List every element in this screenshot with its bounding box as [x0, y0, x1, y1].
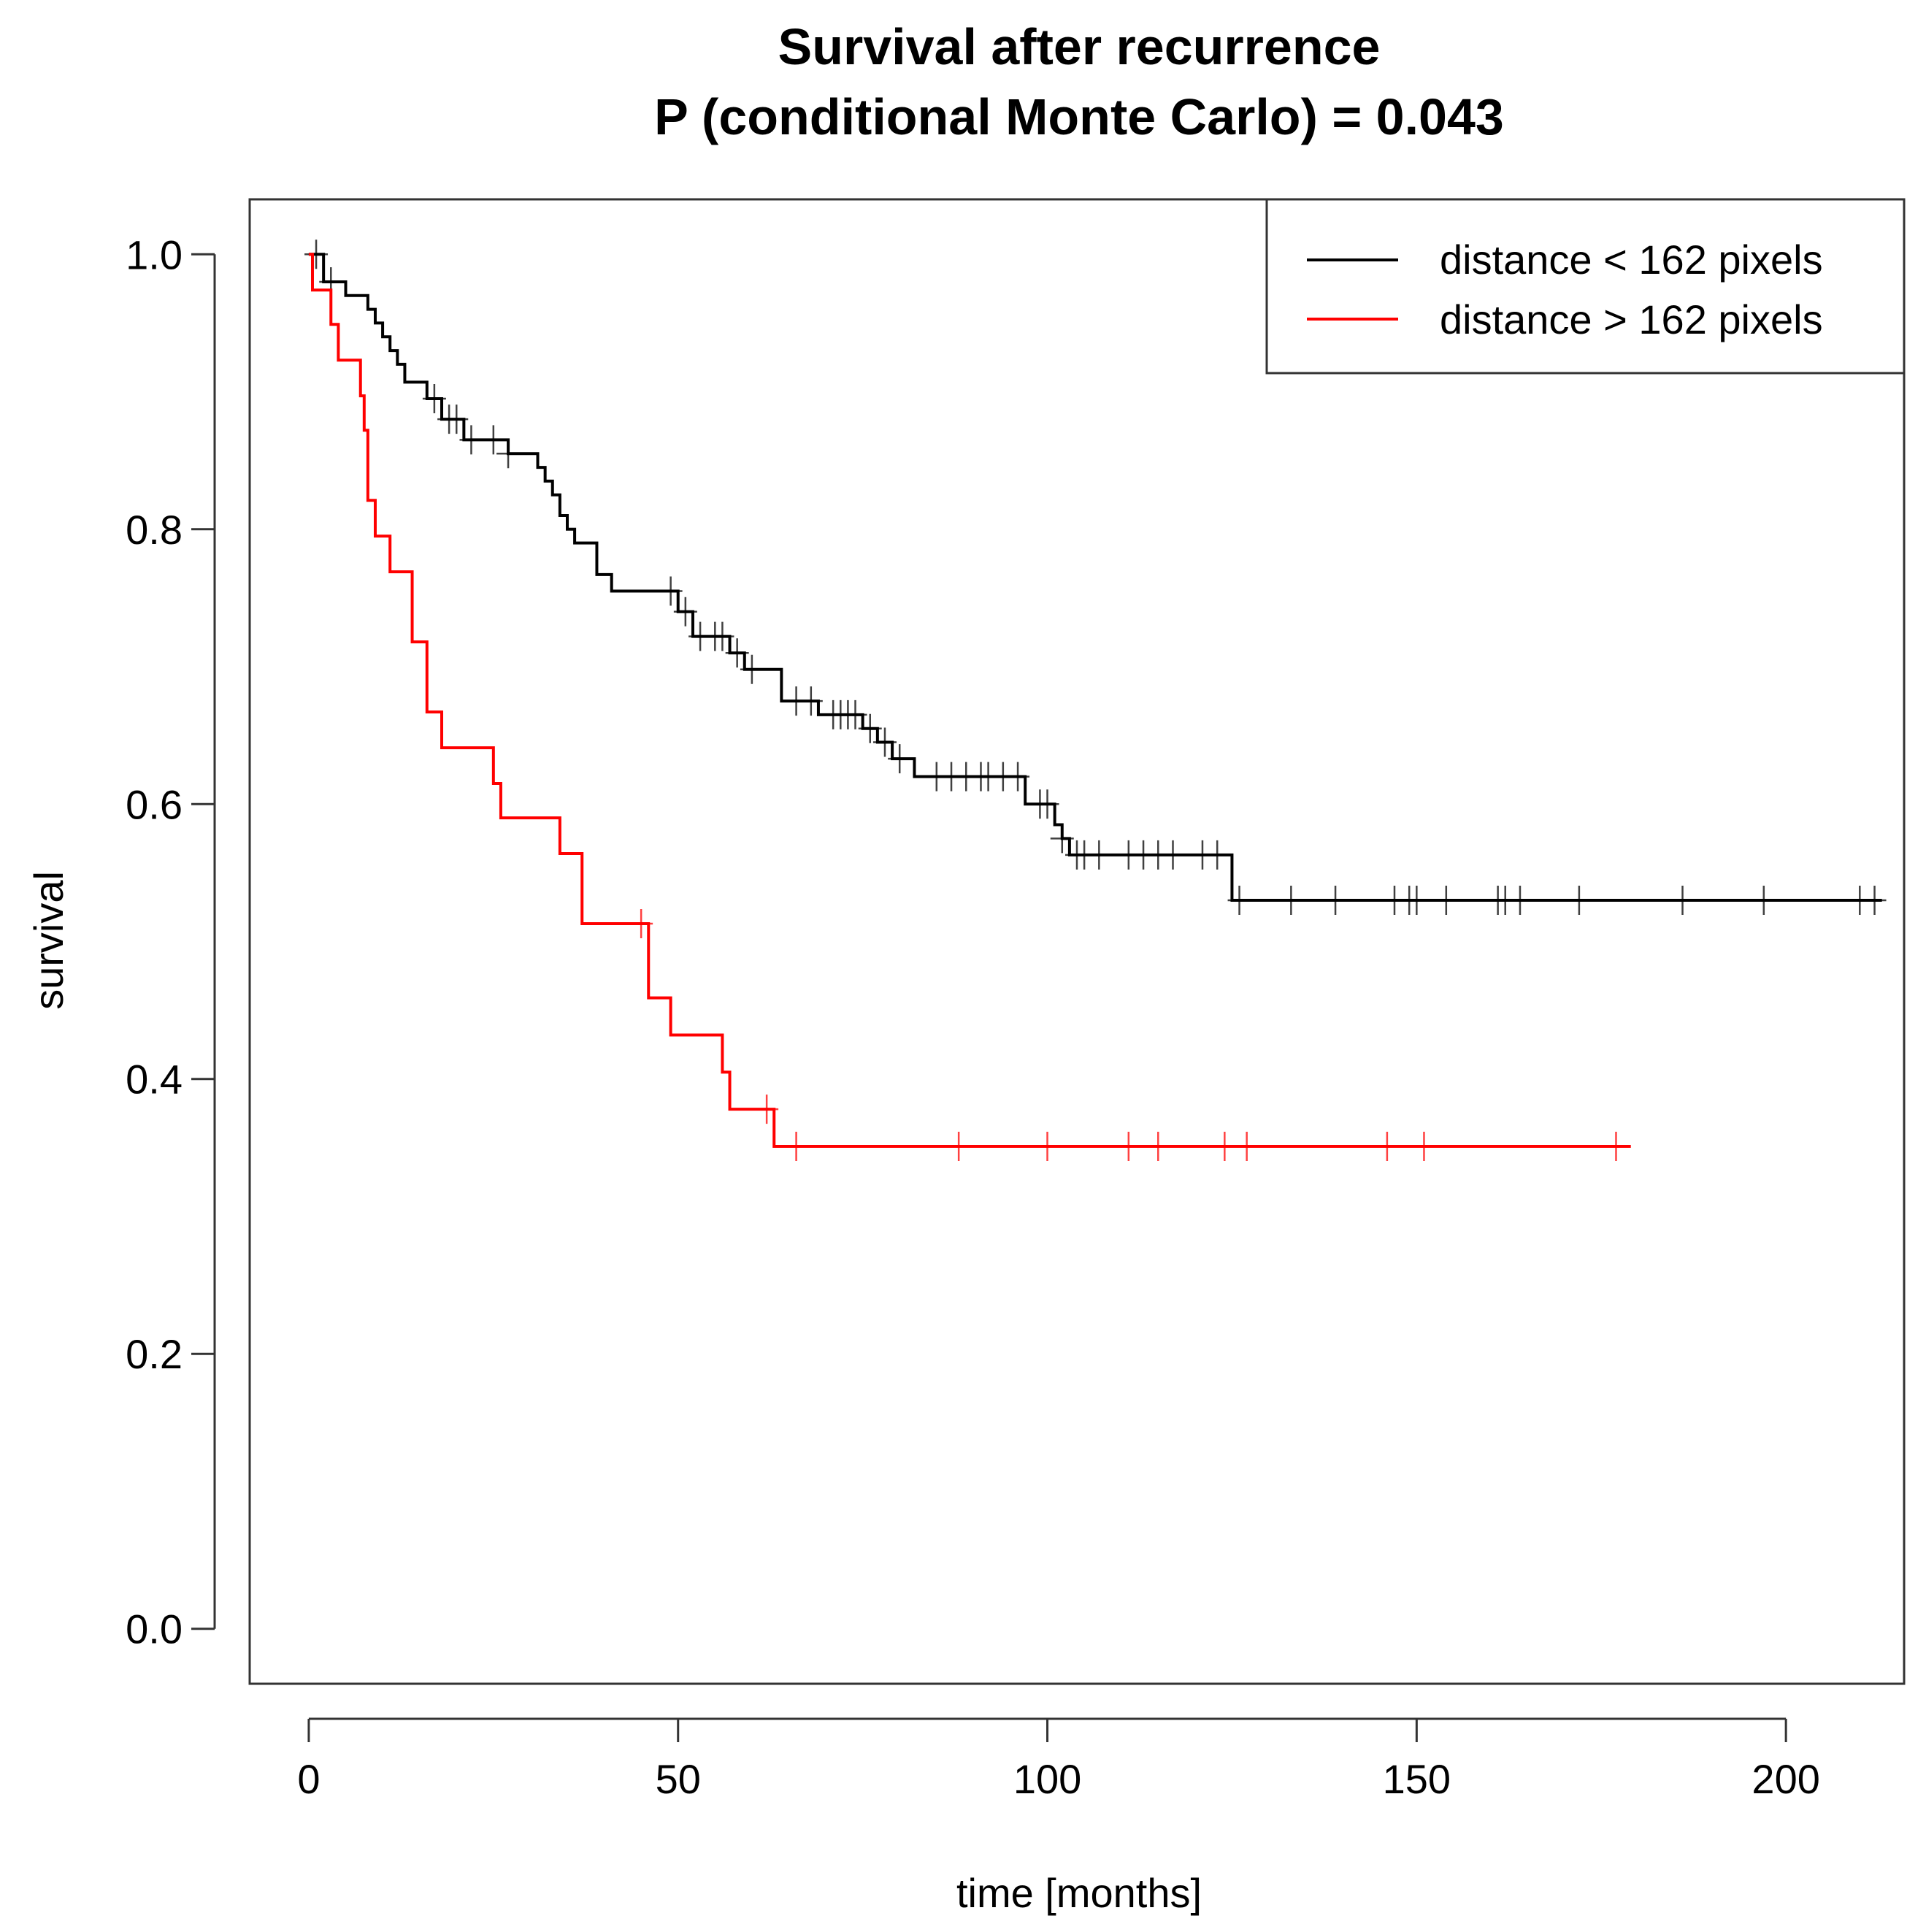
- censor-mark: [1412, 1131, 1436, 1161]
- censor-mark: [1035, 789, 1059, 819]
- x-tick-label: 100: [1013, 1756, 1081, 1802]
- censor-mark: [673, 597, 697, 626]
- legend-label-black: distance < 162 pixels: [1440, 237, 1823, 283]
- censor-mark: [629, 909, 653, 939]
- censor-mark: [1752, 886, 1776, 916]
- censor-mark: [1087, 840, 1111, 870]
- censor-mark: [858, 713, 882, 743]
- censor-mark: [872, 727, 897, 757]
- censor-mark: [481, 425, 505, 455]
- legend-box: [1265, 198, 1906, 375]
- censor-mark: [784, 1131, 808, 1161]
- censor-mark: [755, 1095, 779, 1124]
- x-tick-label: 200: [1752, 1756, 1819, 1802]
- censor-mark: [459, 425, 483, 455]
- x-axis: 0 50 100 150 200: [297, 1717, 1820, 1802]
- x-tick-label: 150: [1383, 1756, 1451, 1802]
- censor-mark: [740, 654, 764, 684]
- x-tick-label: 0: [297, 1756, 320, 1802]
- censor-mark: [1006, 762, 1030, 791]
- censor-mark: [888, 744, 912, 774]
- y-tick-label: 1.0: [126, 231, 183, 277]
- series-line-1: [308, 253, 1631, 1148]
- censor-mark: [1227, 886, 1251, 916]
- censor-mark: [1161, 840, 1185, 870]
- y-tick-label: 0.8: [126, 507, 183, 553]
- censor-mark: [1116, 1131, 1140, 1161]
- y-tick-label: 0.2: [126, 1331, 183, 1377]
- censor-mark: [1205, 840, 1229, 870]
- censor-mark: [799, 686, 823, 716]
- censor-mark: [710, 621, 734, 651]
- legend-label-red: distance > 162 pixels: [1440, 296, 1823, 342]
- censor-mark: [843, 699, 867, 729]
- censor-mark: [1604, 1131, 1628, 1161]
- censor-mark: [947, 1131, 971, 1161]
- plot-frame: [248, 198, 1906, 1685]
- legend: distance < 162 pixels distance > 162 pix…: [1265, 198, 1906, 375]
- chart-title: Survival after recurrence: [778, 18, 1381, 75]
- y-axis: 0.0 0.2 0.4 0.6 0.8 1.0: [126, 231, 216, 1652]
- censor-mark: [1508, 886, 1532, 916]
- censor-mark: [445, 405, 469, 434]
- censor-mark: [1213, 1131, 1237, 1161]
- censor-mark: [1235, 1131, 1259, 1161]
- y-tick-label: 0.4: [126, 1057, 183, 1103]
- series-line-0: [308, 253, 1882, 902]
- censor-mark: [1434, 886, 1458, 916]
- series-layer: [304, 239, 1887, 1161]
- censor-mark: [1405, 886, 1429, 916]
- x-tick-label: 50: [656, 1756, 701, 1802]
- censor-mark: [1567, 886, 1591, 916]
- y-tick-label: 0.6: [126, 781, 183, 827]
- censor-mark: [1279, 886, 1303, 916]
- y-axis-label: survival: [26, 871, 72, 1010]
- censor-mark: [304, 239, 329, 269]
- x-axis-label: time [months]: [956, 1870, 1202, 1916]
- censor-mark: [1670, 886, 1695, 916]
- series-group-0: [304, 239, 1887, 916]
- censor-mark: [1862, 886, 1887, 916]
- series-group-1: [308, 253, 1631, 1161]
- censor-mark: [1324, 886, 1348, 916]
- y-tick-label: 0.0: [126, 1606, 183, 1652]
- censor-mark: [1050, 824, 1074, 854]
- censor-mark: [725, 638, 749, 668]
- censor-mark: [422, 383, 446, 413]
- censor-mark: [1375, 1131, 1399, 1161]
- chart-subtitle: P (conditional Monte Carlo) = 0.043: [654, 88, 1504, 145]
- censor-mark: [496, 439, 521, 469]
- censor-mark: [659, 576, 683, 606]
- censor-mark: [1035, 1131, 1059, 1161]
- censor-mark: [1146, 1131, 1170, 1161]
